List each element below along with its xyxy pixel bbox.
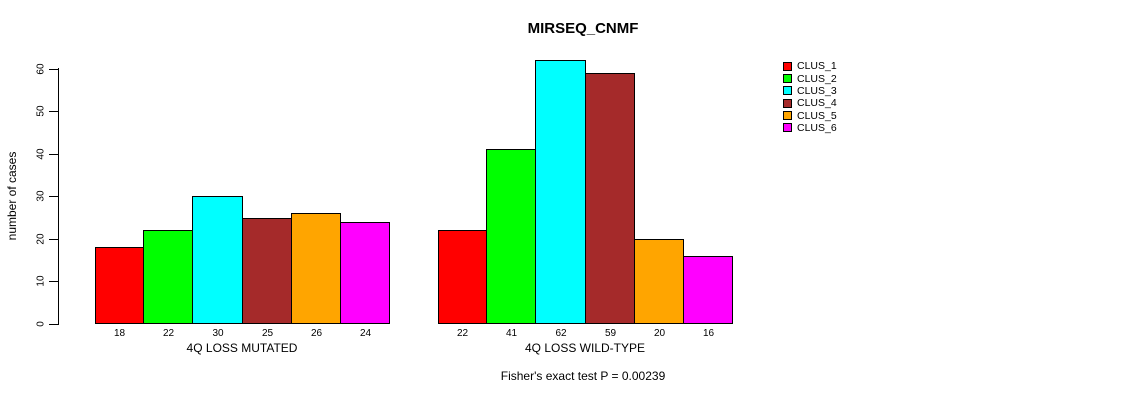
y-axis-tick (49, 69, 58, 70)
bar-value-label: 18 (113, 328, 126, 339)
legend-label: CLUS_3 (797, 84, 837, 97)
bar-value-label: 20 (653, 328, 666, 339)
y-axis-tick-label: 30 (35, 190, 47, 202)
y-axis-tick (49, 324, 58, 325)
bar-clus_4-group2 (585, 73, 635, 324)
bar-clus_4-group1 (242, 218, 292, 324)
bar-clus_1-group2 (438, 230, 487, 324)
x-group-label-wildtype: 4Q LOSS WILD-TYPE (524, 341, 646, 355)
bar-clus_6-group1 (340, 222, 390, 324)
chart-title: MIRSEQ_CNMF (527, 20, 639, 37)
legend-item-clus_5: CLUS_5 (783, 109, 837, 122)
bar-value-label: 62 (555, 328, 567, 339)
legend-label: CLUS_1 (797, 60, 837, 73)
bar-value-label: 16 (702, 328, 715, 339)
y-axis-tick-label: 40 (35, 148, 47, 160)
legend-label: CLUS_5 (797, 109, 837, 122)
legend-swatch-icon (783, 111, 792, 121)
y-axis-tick (49, 111, 58, 112)
y-axis-tick (49, 196, 58, 197)
bar-clus_1-group1 (95, 247, 144, 324)
y-axis-tick-label: 60 (35, 63, 47, 75)
bar-clus_6-group2 (683, 256, 733, 324)
bar-value-label: 30 (212, 328, 224, 339)
legend-item-clus_6: CLUS_6 (783, 122, 837, 134)
bar-clus_3-group2 (535, 60, 586, 324)
legend-swatch-icon (783, 98, 792, 108)
bar-value-label: 25 (261, 328, 274, 339)
bar-clus_2-group2 (486, 149, 536, 324)
y-axis-tick-label: 10 (35, 275, 47, 287)
legend-item-clus_1: CLUS_1 (783, 60, 837, 72)
y-axis-tick-label: 20 (35, 233, 47, 245)
bar-clus_5-group1 (291, 213, 341, 324)
legend-swatch-icon (783, 123, 792, 133)
bar-value-label: 41 (505, 328, 518, 339)
y-axis-line (58, 68, 59, 325)
y-axis-tick-label: 50 (35, 105, 47, 117)
annotation-text: Fisher's exact test P = 0.00239 (500, 369, 666, 383)
y-axis-tick (49, 281, 58, 282)
bar-clus_5-group2 (634, 239, 684, 324)
legend-item-clus_4: CLUS_4 (783, 97, 837, 109)
bar-value-label: 24 (359, 328, 372, 339)
bar-clus_2-group1 (143, 230, 193, 324)
legend-label: CLUS_2 (797, 72, 837, 85)
bar-value-label: 22 (162, 328, 175, 339)
legend: CLUS_1 CLUS_2 CLUS_3 CLUS_4 CLUS_5 CLUS_6 (783, 60, 837, 134)
bar-value-label: 59 (604, 328, 617, 339)
legend-label: CLUS_6 (797, 121, 837, 134)
legend-item-clus_3: CLUS_3 (783, 85, 837, 97)
legend-swatch-icon (783, 86, 792, 96)
y-axis-tick (49, 154, 58, 155)
bar-clus_3-group1 (192, 196, 243, 324)
y-axis-tick (49, 239, 58, 240)
bar-value-label: 22 (456, 328, 469, 339)
x-group-label-mutated: 4Q LOSS MUTATED (186, 341, 298, 355)
legend-swatch-icon (783, 61, 792, 71)
y-axis-title: number of cases (5, 151, 19, 241)
legend-label: CLUS_4 (797, 97, 837, 110)
legend-item-clus_2: CLUS_2 (783, 72, 837, 85)
legend-swatch-icon (783, 74, 792, 84)
y-axis-tick-label: 0 (35, 321, 47, 327)
bar-value-label: 26 (310, 328, 323, 339)
